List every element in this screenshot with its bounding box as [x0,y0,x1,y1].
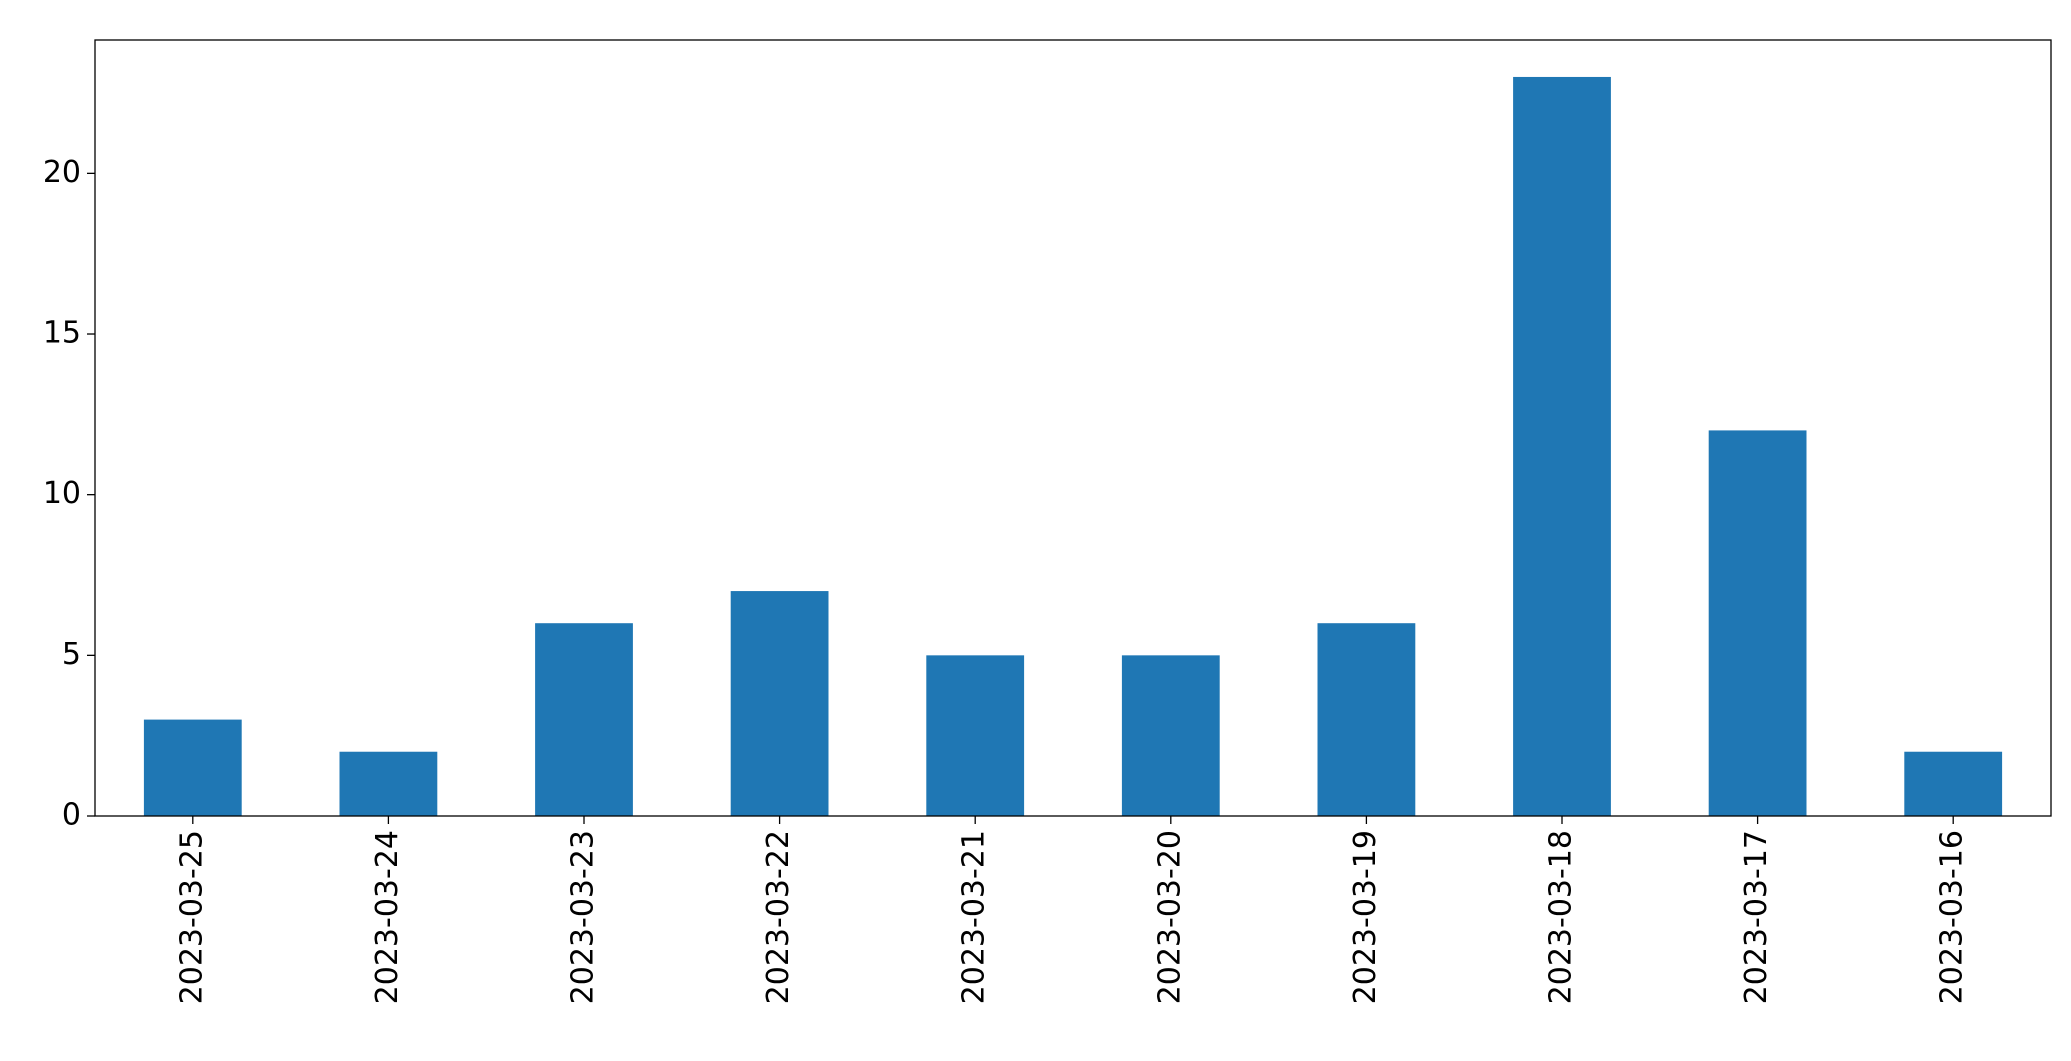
x-tick-label: 2023-03-20 [1152,830,1187,1004]
bar [1904,751,2003,816]
y-tick-label: 0 [62,798,81,833]
bar [1708,430,1807,816]
bar [535,623,633,816]
plot-frame [94,39,2052,817]
x-tick-label: 2023-03-17 [1739,830,1774,1004]
y-tick-label: 10 [43,476,81,511]
bar [143,719,242,816]
bar [926,655,1025,816]
x-tick-label: 2023-03-21 [957,830,992,1004]
x-tick-label: 2023-03-22 [761,830,796,1004]
x-tick-label: 2023-03-18 [1544,830,1579,1004]
x-tick-label: 2023-03-23 [566,830,601,1004]
y-tick-label: 15 [43,316,81,351]
bar [730,591,829,816]
x-tick-label: 2023-03-25 [174,830,209,1004]
x-tick-label: 2023-03-19 [1348,830,1383,1004]
x-tick-label: 2023-03-24 [370,830,405,1004]
y-tick-label: 20 [43,155,81,190]
y-tick-label: 5 [62,637,81,672]
bar [1121,655,1220,816]
bar [1317,623,1416,816]
bar [1513,76,1611,816]
x-tick-label: 2023-03-16 [1935,830,1970,1004]
bar [339,751,438,816]
